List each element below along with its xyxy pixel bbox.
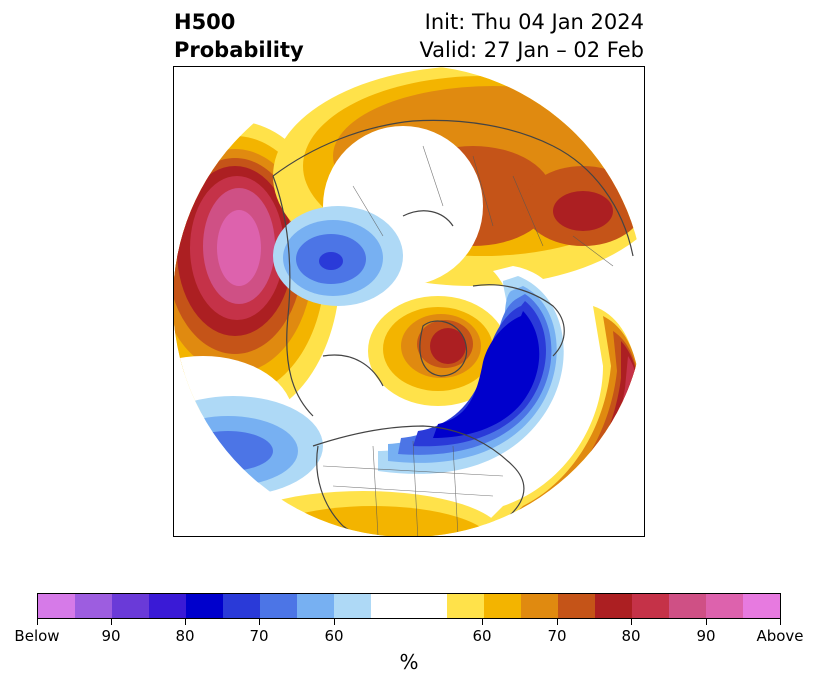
colorbar-segment (38, 594, 76, 618)
colorbar-segment (149, 594, 187, 618)
valid-period: Valid: 27 Jan – 02 Feb (419, 38, 644, 62)
colorbar-segment (632, 594, 670, 618)
colorbar-tick (557, 619, 558, 625)
colorbar-segment (595, 594, 633, 618)
probability-map (173, 66, 645, 537)
colorbar-segment (297, 594, 335, 618)
colorbar-tick-label: 80 (621, 627, 641, 645)
colorbar-segment (186, 594, 224, 618)
colorbar-tick (631, 619, 632, 625)
colorbar-segment (112, 594, 150, 618)
colorbar-tick-label: 80 (175, 627, 195, 645)
colorbar-tick (111, 619, 112, 625)
colorbar-tick (185, 619, 186, 625)
colorbar-tick (706, 619, 707, 625)
coastlines (272, 119, 634, 537)
colorbar-unit-label: % (399, 650, 419, 674)
init-time: Init: Thu 04 Jan 2024 (424, 10, 644, 34)
colorbar-tick (780, 619, 781, 625)
colorbar-segment (223, 594, 261, 618)
anomaly-below-alaska (273, 206, 403, 306)
chart-title-right: Init: Thu 04 Jan 2024 Valid: 27 Jan – 02… (419, 8, 644, 64)
colorbar (37, 593, 781, 619)
colorbar-tick-label: 60 (472, 627, 492, 645)
colorbar-tick-label: Above (756, 627, 804, 645)
colorbar-segment (520, 594, 558, 618)
title-product: Probability (174, 38, 304, 62)
colorbar-segment (483, 594, 521, 618)
colorbar-segment (446, 594, 484, 618)
colorbar-tick-label: 90 (101, 627, 121, 645)
colorbar-tick-label: 70 (249, 627, 269, 645)
colorbar-tick (482, 619, 483, 625)
chart-title-left: H500 Probability (174, 8, 304, 64)
colorbar-tick-label: Below (14, 627, 60, 645)
colorbar-tick-label: 60 (324, 627, 344, 645)
colorbar-segment (260, 594, 298, 618)
colorbar-segment (334, 594, 372, 618)
colorbar-tick (37, 619, 38, 625)
colorbar-tick-label: 90 (696, 627, 716, 645)
colorbar-segment (75, 594, 113, 618)
colorbar-segment (371, 594, 447, 618)
anomaly-above-greenland (368, 296, 508, 406)
colorbar-tick (334, 619, 335, 625)
colorbar-segment (557, 594, 595, 618)
colorbar-tick (259, 619, 260, 625)
political-borders (322, 145, 614, 537)
colorbar-segment (706, 594, 744, 618)
anomaly-below-atlantic (363, 266, 574, 489)
colorbar-segment (669, 594, 707, 618)
colorbar-segment (743, 594, 781, 618)
colorbar-tick-label: 70 (547, 627, 567, 645)
title-variable: H500 (174, 10, 236, 34)
